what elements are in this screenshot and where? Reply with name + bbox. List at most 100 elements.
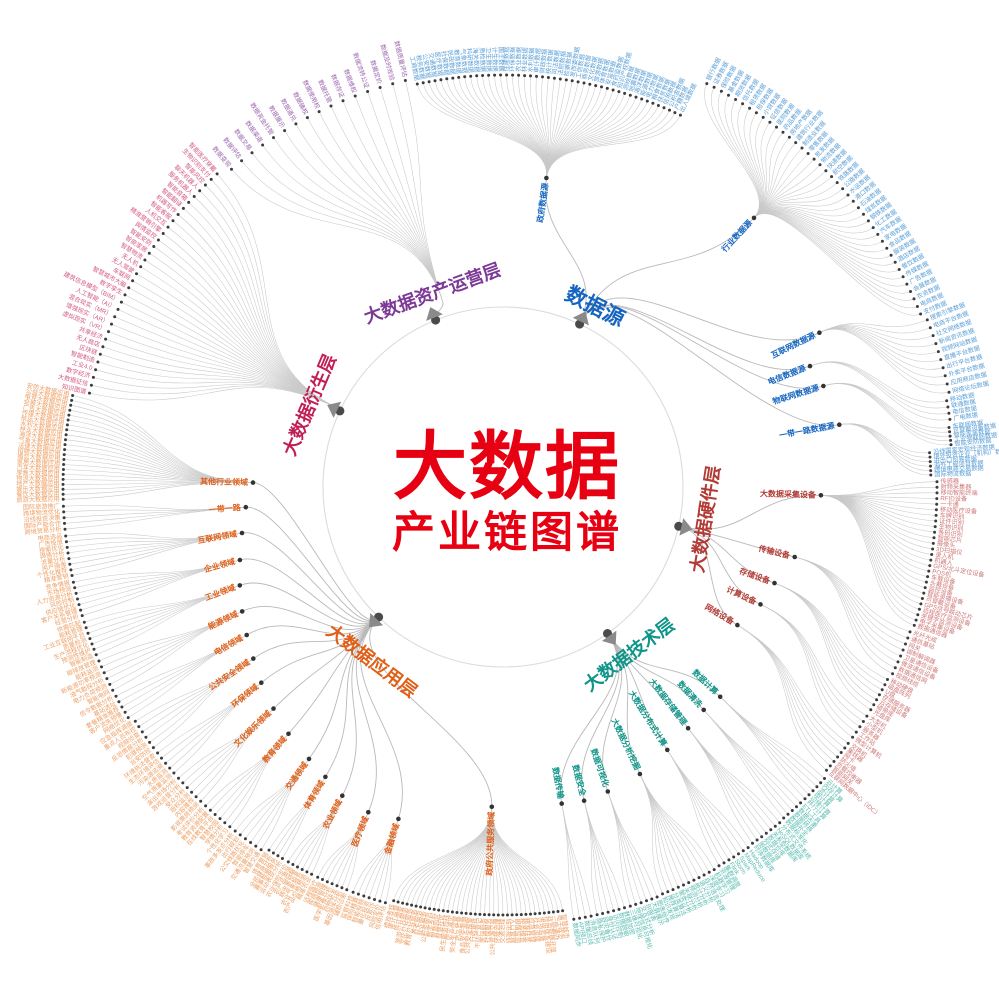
leaf-dot: [104, 337, 108, 341]
leaf-label: 车牌识别: [939, 511, 964, 521]
leaf-dot: [650, 897, 654, 901]
branch-edges: [678, 481, 938, 771]
leaf-dot: [321, 878, 324, 881]
trunk-edge: [239, 582, 379, 627]
leaf-edge: [667, 749, 720, 866]
leaf-edge: [470, 76, 547, 179]
leaf-dot: [450, 910, 454, 914]
leaf-edge: [760, 604, 857, 733]
leaf-dot: [487, 73, 491, 77]
leaf-edge: [284, 130, 443, 302]
leaf-label: 餐饮大数据应用: [16, 490, 59, 499]
leaf-dot: [655, 895, 659, 899]
leaf-edge: [753, 132, 784, 219]
leaf-edge: [529, 75, 548, 179]
leaf-dot: [499, 73, 503, 77]
leaf-edge: [737, 103, 762, 219]
leaf-dot: [561, 909, 565, 913]
leaf-edge: [687, 728, 762, 837]
trunk-edge: [239, 558, 379, 625]
group-label: 金融领域: [382, 822, 401, 856]
leaf-label: 一网通办: [550, 915, 561, 941]
leaf-dot: [775, 125, 778, 129]
leaf-label: 税务稽查: [518, 918, 527, 943]
leaf-dot: [249, 841, 253, 844]
leaf-label: 数据维权: [342, 68, 358, 94]
leaf-dot: [871, 226, 875, 230]
leaf-dot: [421, 81, 425, 85]
leaf-dot: [794, 141, 798, 145]
leaf-label: 舆情监测: [513, 918, 522, 943]
leaf-edge: [794, 556, 893, 674]
leaf-edge: [491, 806, 531, 915]
leaf-dot: [383, 901, 387, 905]
leaf-edge: [546, 109, 670, 179]
leaf-edge: [422, 82, 547, 179]
leaf-dot: [68, 562, 72, 566]
leaf-dot: [198, 189, 202, 193]
leaf-label: 跨境贸易分析: [24, 525, 62, 537]
leaf-label: 安全生产监管: [448, 916, 460, 954]
leaf-edge: [100, 354, 339, 409]
leaf-dot: [192, 195, 196, 198]
leaf-dot: [457, 75, 461, 79]
leaf-dot: [410, 903, 414, 907]
leaf-dot: [896, 660, 900, 664]
leaf-dot: [64, 438, 67, 442]
trunk-edge: [341, 616, 379, 796]
leaf-dot: [666, 890, 670, 894]
leaf-label: 药品监管: [454, 916, 464, 941]
leaf-dot: [856, 206, 860, 210]
leaf-dot: [865, 714, 869, 718]
leaf-dot: [707, 870, 711, 874]
leaf-edge: [809, 361, 949, 415]
branch-labels: 传感器射频采集器移动智能终端RFID设备一卡通移动医疗设备车牌识别证件识别生物识…: [686, 464, 986, 819]
leaf-label: 数据定价: [368, 59, 383, 85]
trunk-edge: [607, 633, 668, 751]
leaf-dot: [825, 768, 828, 772]
leaf-label: 广电数据: [953, 411, 979, 423]
leaf-edge: [367, 91, 443, 302]
leaf-label: 应急管理: [527, 917, 537, 942]
leaf-edge: [703, 709, 784, 819]
leaf-dot: [861, 720, 865, 723]
leaf-dot: [912, 623, 916, 627]
leaf-dot: [830, 175, 834, 179]
leaf-dot: [107, 330, 110, 334]
leaf-label: 零售大数据应用: [16, 469, 60, 478]
leaf-dot: [73, 586, 77, 590]
leaf-dot: [483, 913, 486, 917]
leaf-label: 汽车大数据应用: [16, 463, 60, 473]
group-node-dot: [807, 363, 813, 369]
leaf-dot: [113, 315, 117, 319]
branch-labels: 云计算内存计算流计算图计算边缘计算并行计算数据计算ETL工具数据去重数据转换数据…: [551, 613, 845, 950]
leaf-dot: [786, 812, 790, 816]
leaf-dot: [161, 232, 165, 235]
branch-cone-icon: [572, 311, 589, 326]
leaf-label: 流量分析: [40, 555, 66, 567]
leaf-dot: [880, 239, 884, 243]
leaf-edge: [288, 795, 343, 863]
leaf-edge: [491, 806, 559, 912]
leaf-dot: [751, 841, 754, 845]
leaf-dot: [678, 113, 682, 117]
leaf-label: 智慧园区: [430, 913, 442, 939]
group-node-dot: [821, 383, 826, 389]
branch-edges: [417, 74, 952, 476]
branch-technology-layer: 云计算内存计算流计算图计算边缘计算并行计算数据计算ETL工具数据去重数据转换数据…: [551, 613, 845, 950]
trunk-edge: [242, 605, 379, 630]
leaf-dot: [340, 886, 344, 890]
leaf-dot: [291, 863, 295, 866]
leaf-edge: [115, 634, 247, 697]
leaf-edge: [476, 75, 547, 179]
branch-nodes: [415, 73, 953, 477]
leaf-dot: [945, 399, 949, 403]
leaf-dot: [790, 809, 794, 812]
leaf-dot: [391, 82, 395, 86]
leaf-dot: [91, 375, 95, 379]
leaf-dot: [515, 913, 519, 917]
leaf-dot: [351, 890, 355, 894]
leaf-dot: [611, 88, 615, 92]
leaf-edge: [561, 803, 575, 920]
leaf-dot: [846, 193, 850, 197]
